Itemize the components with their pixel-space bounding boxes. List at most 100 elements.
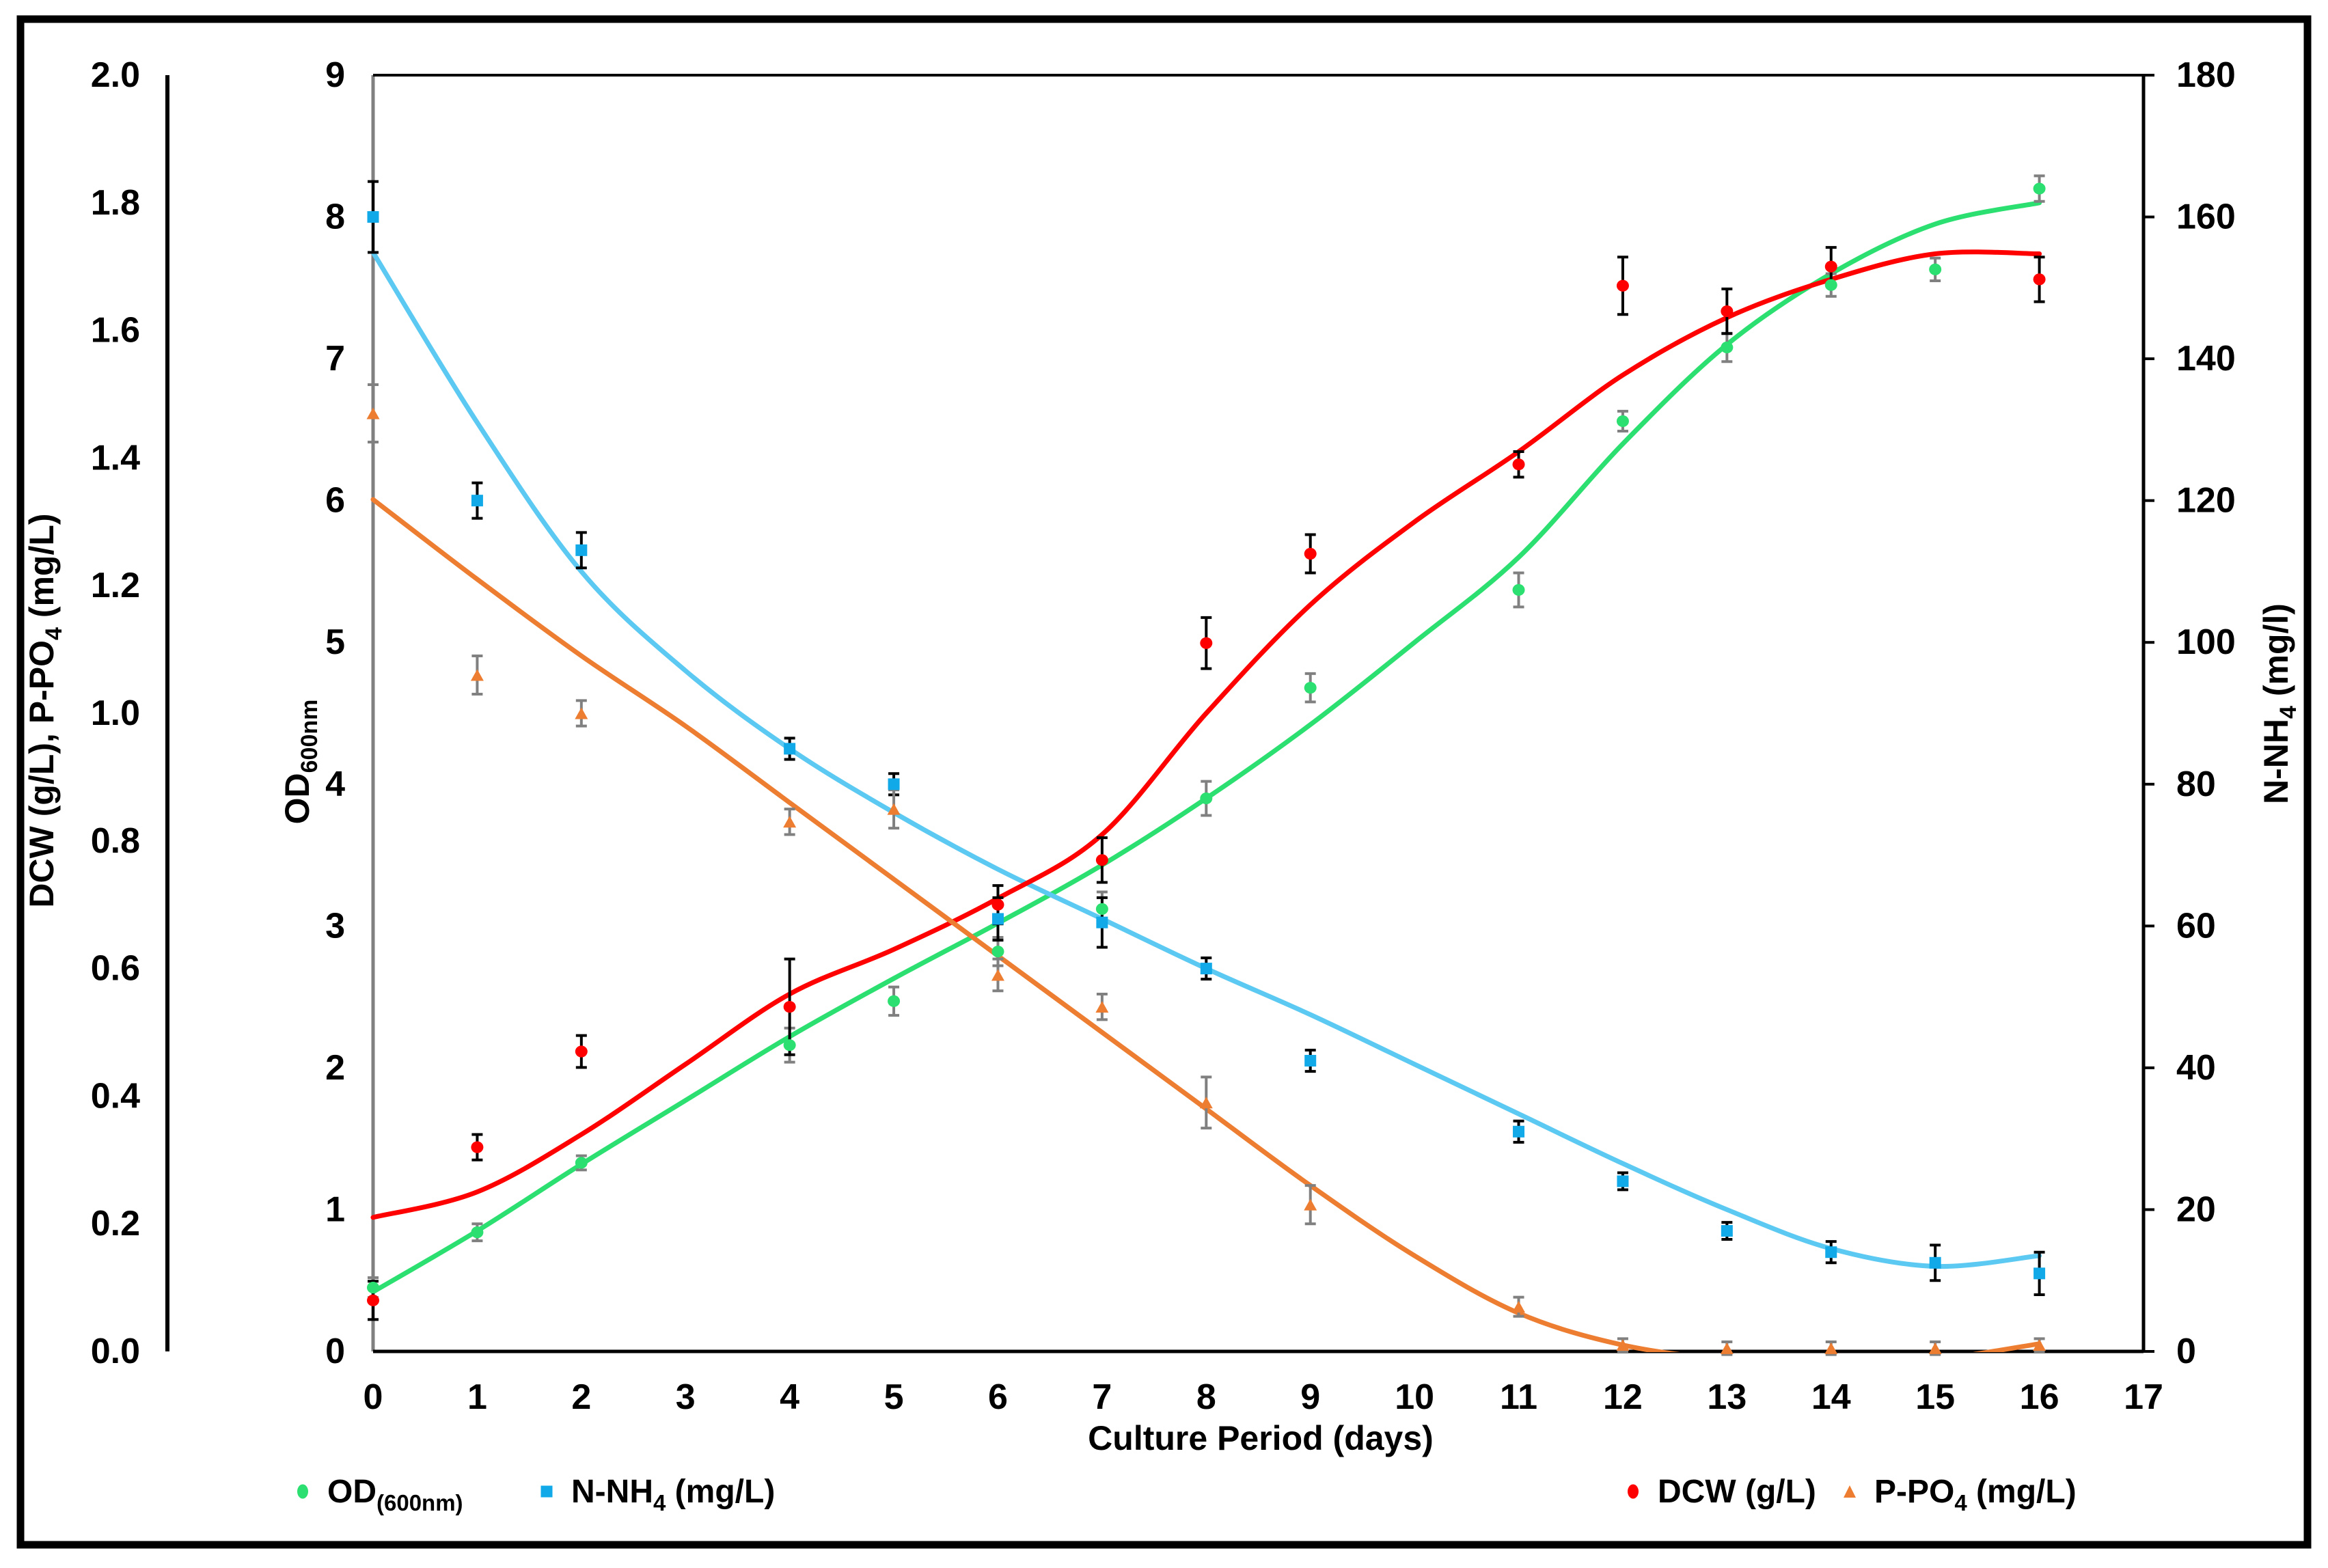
od600-point [1721,341,1734,354]
od600-point [1095,903,1108,916]
ppo4-point [1928,1342,1942,1354]
x-tick-label: 1 [467,1377,487,1417]
ppo4-point [2033,1339,2046,1351]
od-tick-label: 9 [325,55,345,95]
ppo4-point [1304,1198,1317,1211]
dcw-axis-title: DCW (g/L), P-PO4 (mg/L) [23,513,67,907]
od-axis-title: OD600nm [278,700,323,825]
od600-point [1200,792,1213,805]
od600-point [888,995,901,1007]
od600-point [1824,279,1837,291]
dcw-point [1200,637,1213,649]
legend-nnh4-label: N-NH4 (mg/L) [571,1474,775,1515]
od600-point [991,946,1004,958]
ppo4-point [887,803,901,815]
figure-border [16,15,2312,1549]
legend-od600-marker-icon [297,1484,308,1499]
nnh4-tick-label: 140 [2176,339,2236,379]
nnh4-tick-label: 40 [2176,1048,2216,1088]
x-tick-label: 6 [988,1377,1008,1417]
fit-curve-ppo4 [370,497,2042,1352]
od600-point [1616,415,1629,428]
dcw-tick-label: 1.4 [91,438,140,478]
ppo4-point [1095,1001,1109,1013]
x-tick-label: 8 [1196,1377,1216,1417]
nnh4-point [784,743,796,755]
nnh4-tick-label: 0 [2176,1332,2196,1371]
dcw-axis-group: 2.0 1.8 1.6 1.4 1.2 1.0 0.8 0.6 0.4 0.2 0.0 DCW (g/… [23,55,169,1371]
od600-point [1304,682,1317,694]
dcw-point [2033,273,2046,286]
dcw-point [991,898,1004,911]
x-tick-label: 11 [1500,1377,1537,1417]
dcw-point [575,1045,588,1058]
ppo4-point [1199,1097,1213,1109]
series-od600 [367,182,2046,1294]
od-tick-label: 2 [325,1048,345,1088]
dcw-point [1095,854,1108,866]
ppo4-point [470,669,484,681]
legend-dcw-label: DCW (g/L) [1658,1474,1816,1510]
nnh4-point [991,913,1004,925]
dcw-point [1824,260,1837,273]
dcw-tick-label: 1.0 [91,693,140,733]
legend-item-od600: OD(600nm) [297,1474,463,1515]
nnh4-tick-label: 180 [2176,55,2236,95]
nnh4-point [1825,1246,1837,1258]
x-tick-label: 4 [780,1377,799,1417]
legend-ppo4-marker-icon [1844,1485,1856,1498]
nnh4-point [1513,1125,1525,1138]
od600-point [367,1282,379,1294]
dcw-tick-label: 1.8 [91,183,140,223]
od-tick-label: 3 [325,906,345,946]
od-axis-group: 9 8 7 6 5 4 3 2 1 0 OD600nm [278,55,375,1371]
x-tick-label: 13 [1707,1377,1747,1417]
od-tick-label: 5 [325,622,345,662]
x-tick-label: 17 [2124,1377,2163,1417]
nnh4-point [367,211,379,223]
legend-item-nnh4: N-NH4 (mg/L) [540,1474,775,1515]
nnh4-point [1617,1175,1629,1187]
ppo4-point [783,816,797,828]
x-tick-label: 12 [1603,1377,1643,1417]
od-tick-label: 1 [325,1189,345,1229]
dcw-tick-label: 0.2 [91,1204,140,1243]
od600-point [2033,182,2046,195]
nnh4-tick-label: 60 [2176,906,2216,946]
series-dcw [367,260,2046,1306]
od-tick-label: 6 [325,481,345,521]
x-tick-label: 9 [1300,1377,1320,1417]
data-points-group [366,182,2046,1354]
x-tick-label: 7 [1092,1377,1112,1417]
dcw-tick-label: 1.6 [91,311,140,350]
nnh4-point [1929,1256,1941,1269]
nnh4-point [1200,963,1212,975]
x-tick-label: 2 [571,1377,591,1417]
dcw-point [1512,458,1525,471]
nnh4-point [1304,1055,1317,1067]
nnh4-point [2033,1267,2046,1280]
nnh4-tick-label: 160 [2176,197,2236,237]
legend-dcw-marker-icon [1628,1484,1639,1499]
dcw-tick-label: 1.2 [91,566,140,605]
x-axis-title: Culture Period (days) [1088,1419,1434,1457]
nnh4-point [1096,916,1108,929]
dcw-tick-label: 0.6 [91,949,140,989]
od600-point [471,1226,484,1239]
dcw-tick-label: 0.8 [91,821,140,861]
dcw-tick-label: 2.0 [91,55,140,95]
series-nnh4 [367,211,2046,1280]
nnh4-tick-label: 120 [2176,481,2236,521]
dcw-point [471,1141,484,1153]
x-tick-label: 14 [1811,1377,1851,1417]
nnh4-tick-label: 100 [2176,622,2236,662]
ppo4-point [1616,1339,1630,1351]
nnh4-point [471,495,483,507]
dcw-point [783,1001,796,1013]
ppo4-point [1720,1342,1734,1354]
nnh4-axis-title: N-NH4 (mg/l) [2257,603,2301,804]
